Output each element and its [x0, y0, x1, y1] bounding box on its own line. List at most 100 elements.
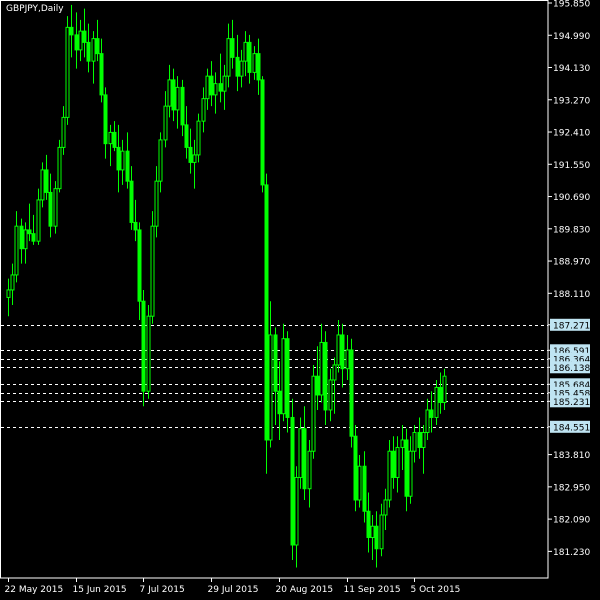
y-tick-label: 182.090 [553, 516, 590, 526]
candle-body [336, 334, 341, 366]
candle-body [277, 390, 282, 415]
y-tick-label: 194.130 [553, 64, 590, 74]
candle-body [171, 79, 176, 111]
candle-body [362, 465, 367, 512]
candle-body [141, 300, 146, 392]
y-tick-label: 188.970 [553, 258, 590, 268]
candle-body [243, 41, 248, 62]
x-tick-label: 29 Jul 2015 [208, 585, 259, 595]
candle-body [150, 225, 155, 317]
candle-body [345, 349, 350, 370]
candle-body [379, 514, 384, 550]
candle-body [213, 83, 218, 96]
candle-body [61, 116, 66, 148]
candle-body [201, 98, 206, 122]
candle-body [374, 525, 379, 550]
level-label: 186.591 [553, 347, 590, 357]
candle-body [323, 341, 328, 411]
candle-body [129, 180, 134, 223]
y-tick-label: 190.690 [553, 193, 590, 203]
candle-body [281, 338, 286, 415]
level-label: 186.364 [553, 355, 590, 365]
candle-body [44, 169, 49, 193]
candle-body [99, 53, 104, 96]
candle-body [40, 169, 45, 201]
candle-body [273, 334, 278, 392]
candle-body [260, 79, 265, 186]
x-tick-label: 20 Aug 2015 [276, 585, 334, 595]
x-tick-label: 15 Jun 2015 [73, 585, 127, 595]
candle-body [53, 188, 58, 227]
y-tick-label: 193.270 [553, 96, 590, 106]
candle-body [146, 315, 151, 392]
candle-body [175, 86, 180, 111]
candle-body [332, 364, 337, 381]
candle-body [442, 375, 447, 403]
candle-body [205, 75, 210, 100]
candle-body [302, 428, 307, 490]
symbol-label: GBPJPY,Daily [6, 4, 64, 14]
candle-body [91, 38, 96, 62]
candle-body [307, 450, 312, 490]
candle-body [340, 334, 345, 370]
candle-body [188, 146, 193, 163]
level-label: 185.458 [553, 389, 590, 399]
level-label-bg [550, 420, 590, 433]
candle-body [252, 53, 257, 73]
candle-body [112, 131, 117, 148]
candle-body [14, 225, 19, 276]
candle-body [349, 349, 354, 437]
y-tick-label: 195.850 [553, 0, 590, 10]
level-label-bg [550, 361, 590, 374]
candle-body [154, 180, 159, 227]
x-tick-label: 11 Sep 2015 [344, 585, 401, 595]
candle-body [184, 124, 189, 148]
candle-body [10, 274, 15, 291]
level-label: 185.684 [553, 381, 590, 391]
y-tick-label: 191.550 [553, 161, 590, 171]
candle-body [315, 375, 320, 396]
candle-body [404, 439, 409, 497]
candle-body [298, 428, 303, 478]
candle-body [383, 499, 388, 516]
candle-body [95, 38, 100, 55]
candle-body [357, 465, 362, 501]
candle-body [226, 38, 231, 77]
candle-body [290, 416, 295, 546]
candle-body [256, 53, 261, 81]
candle-body [239, 60, 244, 77]
candle-body [192, 154, 197, 163]
candle-body [27, 229, 32, 235]
y-tick-label: 194.990 [553, 32, 590, 42]
candle-body [425, 409, 430, 433]
candle-body [108, 131, 113, 145]
candle-body [196, 120, 201, 156]
x-tick-label: 5 Oct 2015 [411, 585, 461, 595]
candle-body [65, 26, 70, 118]
level-label-bg [550, 395, 590, 408]
candle-body [391, 450, 396, 478]
candle-body [23, 229, 28, 250]
candle-body [31, 233, 36, 242]
candle-body [408, 450, 413, 497]
candle-body [387, 450, 392, 501]
candle-body [116, 146, 121, 171]
candle-body [218, 83, 223, 92]
candle-body [48, 191, 53, 227]
candle-body [395, 446, 400, 478]
candle-body [366, 510, 371, 538]
candle-body [36, 199, 41, 242]
y-tick-label: 188.110 [553, 290, 590, 300]
level-label: 184.551 [553, 423, 590, 433]
candle-body [125, 150, 130, 182]
candle-body [434, 386, 439, 418]
candle-body [417, 431, 422, 448]
candle-body [167, 79, 172, 107]
candle-body [133, 221, 138, 231]
candle-body [103, 94, 108, 145]
candle-body [6, 289, 11, 298]
candle-body [311, 375, 316, 452]
plot-frame [0, 0, 549, 579]
candle-body [412, 431, 417, 452]
